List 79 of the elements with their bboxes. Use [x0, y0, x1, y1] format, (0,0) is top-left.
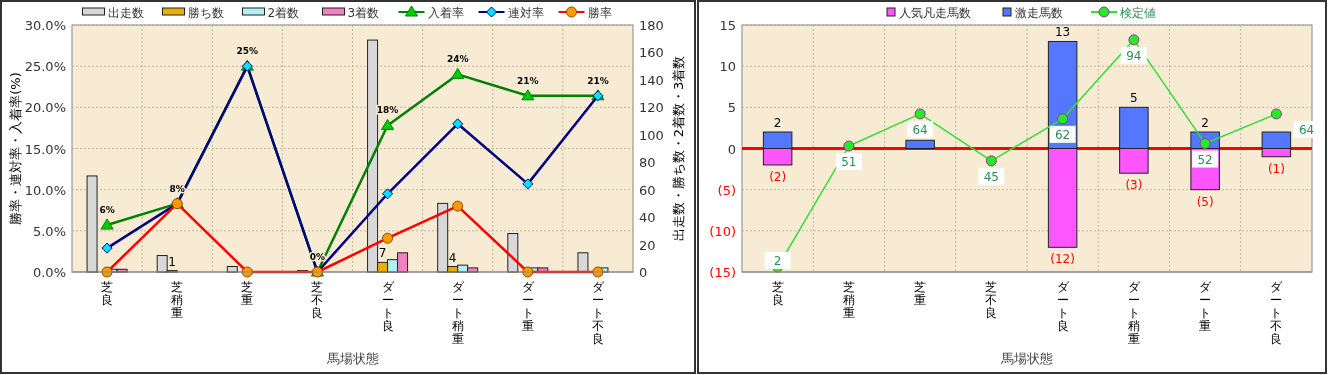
legend-label: 2着数 [267, 6, 300, 20]
data-label: (3) [1125, 178, 1143, 193]
legend-label: 3着数 [347, 6, 380, 20]
y-tick-label: 0 [727, 141, 736, 157]
y2-tick-label: 160 [639, 45, 664, 61]
data-label: (2) [769, 169, 787, 184]
y2-tick-label: 20 [639, 237, 656, 253]
legend-label: 入着率 [427, 6, 464, 20]
data-label: 24% [446, 54, 469, 65]
legend-label: 勝ち数 [187, 6, 224, 20]
x-tick-label: 芝稍重 [842, 280, 855, 320]
legend-label: 勝率 [587, 6, 612, 20]
y2-tick-label: 40 [639, 210, 656, 226]
data-label: (5) [1196, 194, 1214, 209]
x-tick-label: ダート稍重 [451, 280, 465, 346]
y2-axis-title: 出走数・勝ち数・2着数・3着数 [671, 55, 686, 242]
data-label: 2 [773, 254, 782, 268]
data-label: (1) [1267, 161, 1285, 176]
data-label: 6% [99, 205, 115, 216]
y-tick-label: (15) [709, 265, 736, 280]
legend-label: 人気凡走馬数 [899, 6, 971, 20]
y-tick-label: 10 [719, 59, 736, 75]
legend-label: 激走馬数 [1015, 6, 1063, 20]
data-label: 7 [378, 246, 387, 261]
y2-tick-label: 180 [639, 18, 664, 33]
data-label: 64 [912, 122, 928, 137]
data-label: 21% [517, 75, 539, 86]
y-tick-label: 0.0% [32, 265, 66, 280]
x-tick-label: 芝重 [914, 280, 927, 307]
data-label: 1 [168, 254, 177, 269]
y2-tick-label: 100 [639, 127, 664, 143]
x-tick-label: ダート良 [1056, 280, 1070, 333]
x-tick-label: ダート重 [521, 280, 535, 333]
data-label: 51 [841, 155, 857, 170]
x-tick-label: ダート重 [1199, 280, 1213, 333]
legend-label: 検定値 [1120, 6, 1156, 20]
legend-label: 連対率 [507, 6, 544, 20]
x-axis-title: 馬場状態 [1000, 351, 1053, 366]
data-label: 5 [1130, 91, 1138, 106]
x-tick-label: 芝不良 [311, 280, 324, 320]
y-tick-label: 30.0% [24, 18, 66, 33]
x-tick-label: 芝不良 [985, 280, 998, 320]
y-tick-label: 5 [727, 100, 736, 116]
data-label: 2 [1201, 116, 1209, 131]
y-tick-label: (10) [709, 223, 736, 239]
y-tick-label: 20.0% [24, 100, 66, 116]
x-tick-label: 芝重 [241, 280, 254, 307]
data-label: 52 [1197, 152, 1213, 167]
data-label: 64 [1298, 122, 1315, 137]
y2-tick-label: 80 [639, 155, 656, 171]
x-tick-label: 芝良 [101, 280, 114, 307]
y-tick-label: 25.0% [24, 59, 66, 75]
x-tick-label: 芝稍重 [171, 280, 184, 320]
x-tick-label: 芝良 [771, 280, 784, 307]
data-label: 2 [773, 116, 782, 131]
data-label: 45 [983, 169, 1000, 184]
x-tick-label: ダート良 [381, 280, 395, 333]
x-axis-title: 馬場状態 [325, 351, 379, 366]
legend-label: 出走数 [107, 6, 144, 20]
y-tick-label: (5) [717, 182, 736, 198]
y2-tick-label: 120 [639, 100, 664, 116]
data-label: 94 [1126, 48, 1142, 63]
y-axis-title: 勝率・連対率・入着率(%) [8, 72, 23, 225]
y-tick-label: 5.0% [32, 223, 66, 239]
data-label: 25% [236, 46, 259, 57]
x-tick-label: ダート稍重 [1127, 280, 1141, 346]
x-tick-label: ダート不良 [1270, 280, 1284, 346]
y-tick-label: 15 [719, 18, 736, 33]
y-tick-label: 15.0% [24, 141, 66, 157]
data-label: 13 [1054, 25, 1071, 40]
data-label: (12) [1050, 252, 1075, 267]
y2-tick-label: 60 [639, 182, 656, 198]
y2-tick-label: 0 [639, 265, 648, 280]
y2-tick-label: 140 [639, 72, 664, 88]
y-tick-label: 10.0% [24, 182, 66, 198]
data-label: 62 [1054, 127, 1071, 142]
x-tick-label: ダート不良 [591, 280, 605, 346]
data-label: 4 [448, 250, 457, 265]
data-label: 21% [587, 75, 609, 86]
